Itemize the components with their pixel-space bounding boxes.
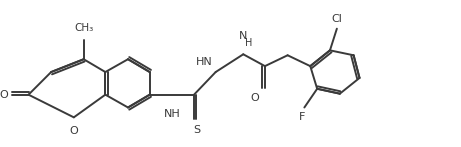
Text: HN: HN xyxy=(196,57,213,67)
Text: NH: NH xyxy=(164,110,181,120)
Text: O: O xyxy=(250,93,259,103)
Text: Cl: Cl xyxy=(331,14,343,24)
Text: N: N xyxy=(239,31,248,41)
Text: CH₃: CH₃ xyxy=(74,23,93,33)
Text: H: H xyxy=(245,38,253,48)
Text: O: O xyxy=(0,90,8,100)
Text: S: S xyxy=(194,125,201,135)
Text: F: F xyxy=(299,112,306,122)
Text: O: O xyxy=(70,126,78,136)
